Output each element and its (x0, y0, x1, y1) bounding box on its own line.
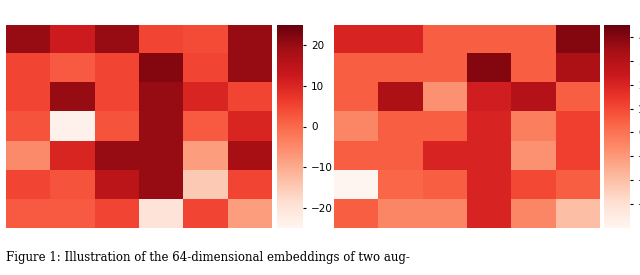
Text: Figure 1: Illustration of the 64-dimensional embeddings of two aug-: Figure 1: Illustration of the 64-dimensi… (6, 251, 410, 264)
